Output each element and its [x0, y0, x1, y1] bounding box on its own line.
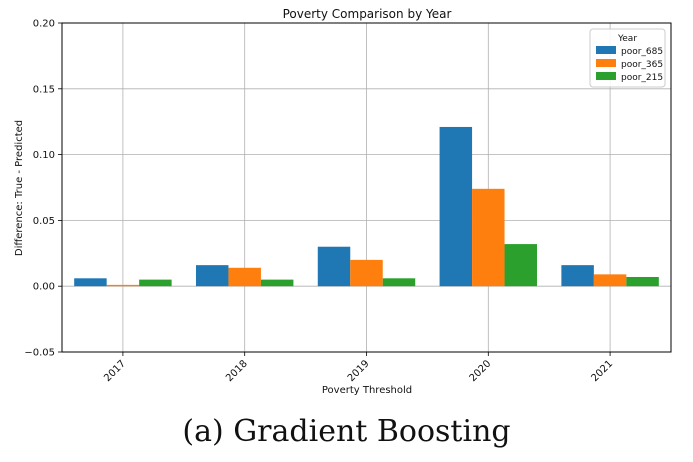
bar-poor_215-2019 — [382, 278, 416, 287]
legend-title: Year — [617, 34, 637, 44]
legend-label-poor_685: poor_685 — [621, 47, 663, 57]
y-tick-label: 0.05 — [33, 216, 55, 227]
x-tick-label: 2021 — [589, 358, 615, 384]
y-tick-label: −0.05 — [24, 348, 55, 359]
x-axis-label: Poverty Threshold — [322, 385, 412, 396]
bar-poor_685-2021 — [561, 265, 594, 287]
bar-chart: Poverty Comparison by Year Difference: T… — [14, 7, 672, 396]
legend-swatch-poor_365 — [596, 59, 616, 67]
figure-caption: (a) Gradient Boosting — [182, 414, 511, 449]
chart-title: Poverty Comparison by Year — [283, 7, 452, 21]
bar-poor_365-2017 — [106, 284, 140, 287]
legend-label-poor_365: poor_365 — [621, 60, 663, 70]
y-tick-label: 0.20 — [33, 19, 55, 30]
legend-swatch-poor_685 — [596, 46, 616, 54]
bar-poor_685-2020 — [439, 126, 473, 287]
bar-poor_365-2018 — [228, 267, 261, 287]
y-tick-label: 0.15 — [33, 84, 55, 95]
x-tick-label: 2019 — [346, 358, 372, 384]
bar-poor_215-2021 — [626, 276, 659, 287]
x-tick-label: 2017 — [102, 358, 128, 384]
y-axis-label: Difference: True - Predicted — [14, 120, 25, 256]
x-tick-label: 2020 — [468, 358, 494, 384]
bar-poor_685-2017 — [74, 278, 107, 287]
bar-poor_685-2019 — [317, 246, 351, 287]
bar-poor_365-2021 — [593, 274, 627, 287]
bar-poor_215-2020 — [504, 244, 538, 287]
y-tick-label: 0.00 — [33, 282, 55, 293]
grid-lines — [62, 22, 671, 353]
bar-poor_215-2017 — [139, 279, 172, 287]
bar-poor_365-2020 — [472, 188, 505, 287]
legend-swatch-poor_215 — [596, 72, 616, 80]
axis-ticks: −0.05 0.00 0.05 0.10 0.15 0.20 2017 2018 2019 202… — [24, 19, 615, 385]
legend: Year poor_685 poor_365 poor_215 — [589, 28, 666, 88]
bar-poor_365-2019 — [350, 259, 383, 287]
legend-label-poor_215: poor_215 — [621, 73, 663, 83]
bar-poor_685-2018 — [195, 265, 229, 287]
bars — [74, 126, 659, 287]
bar-poor_215-2018 — [260, 279, 294, 287]
y-tick-label: 0.10 — [33, 150, 55, 161]
x-tick-label: 2018 — [224, 358, 250, 384]
